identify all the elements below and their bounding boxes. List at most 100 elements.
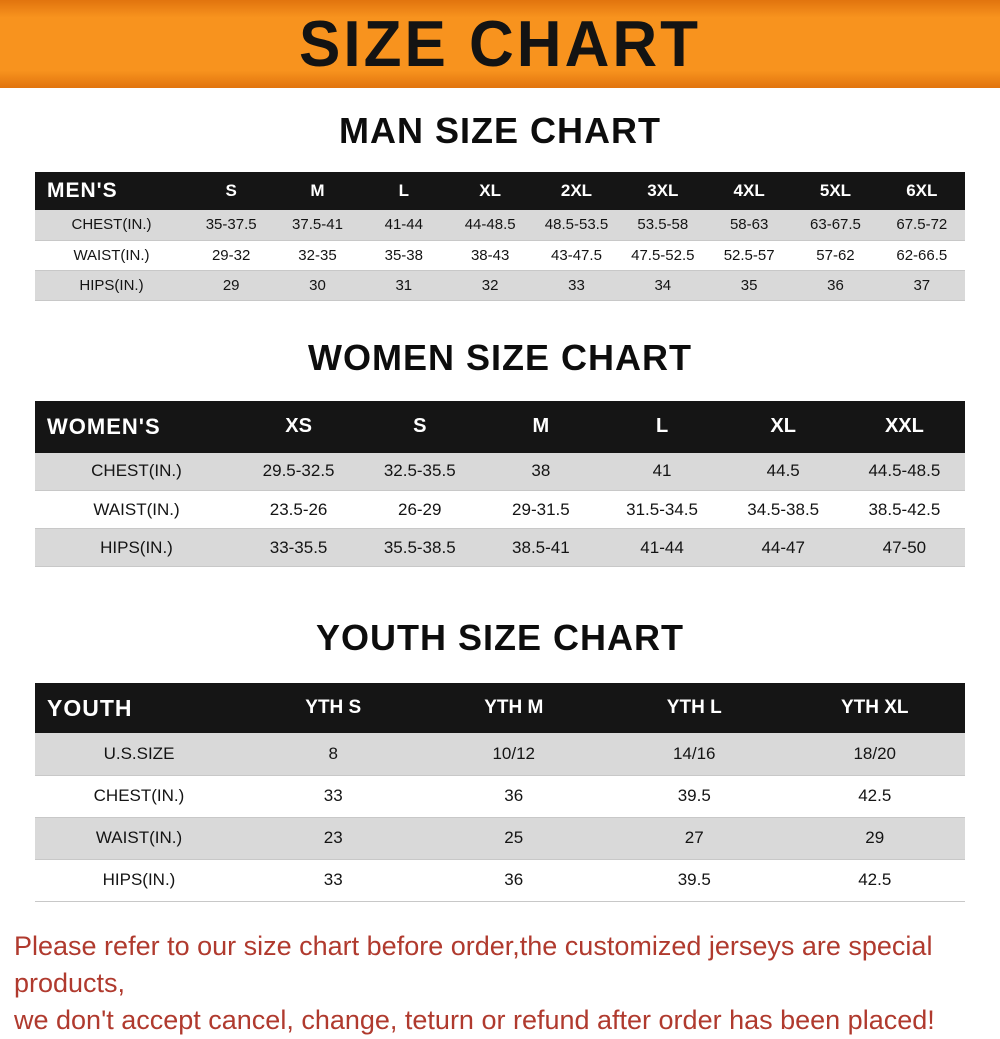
size-header-cell: XL bbox=[770, 415, 796, 437]
row-label-cell: HIPS(IN.) bbox=[35, 270, 188, 301]
value-cell: 48.5-53.5 bbox=[533, 210, 620, 241]
size-header-cell: S bbox=[413, 415, 427, 437]
value-cell: 33 bbox=[243, 775, 424, 818]
value-cell: 25 bbox=[423, 817, 604, 860]
value-cell: 29-32 bbox=[188, 240, 275, 271]
value-cell: 10/12 bbox=[423, 733, 604, 776]
table-row: U.S.SIZE 8 10/12 14/16 18/20 bbox=[35, 733, 965, 776]
value-cell: 52.5-57 bbox=[705, 240, 793, 271]
mens-size-table: MEN'S S M L XL 2XL 3XL 4XL 5XL 6XL CHEST(IN.) 35-37… bbox=[35, 172, 965, 301]
value-cell: 33-35.5 bbox=[238, 528, 360, 567]
size-header-cell: XL bbox=[479, 181, 502, 200]
youth-size-chart-heading: YOUTH SIZE CHART bbox=[315, 617, 684, 658]
value-cell: 29-31.5 bbox=[480, 490, 602, 529]
value-cell: 8 bbox=[243, 733, 424, 776]
table-row: HIPS(IN.) 33-35.5 35.5-38.5 38.5-41 41-44 44-… bbox=[35, 528, 965, 567]
value-cell: 14/16 bbox=[604, 733, 785, 776]
size-header-cell: L bbox=[655, 415, 669, 437]
size-header-cell: 3XL bbox=[647, 181, 679, 200]
table-header-row: MEN'S S M L XL 2XL 3XL 4XL 5XL 6XL bbox=[35, 172, 965, 210]
value-cell: 43-47.5 bbox=[533, 240, 620, 271]
row-label-cell: WAIST(IN.) bbox=[35, 817, 243, 860]
man-size-chart-section: MAN SIZE CHART MEN'S S M L XL 2XL 3XL 4XL 5XL 6XL… bbox=[0, 110, 1000, 301]
value-cell: 29 bbox=[784, 817, 965, 860]
value-cell: 39.5 bbox=[604, 775, 785, 818]
size-header-cell: 5XL bbox=[819, 181, 852, 200]
disclaimer: Please refer to our size chart before or… bbox=[0, 928, 1000, 1039]
size-header-cell: 4XL bbox=[733, 181, 765, 200]
row-label-cell: HIPS(IN.) bbox=[35, 859, 243, 902]
value-cell: 26-29 bbox=[359, 490, 481, 529]
size-header-cell: L bbox=[398, 181, 410, 200]
value-cell: 53.5-58 bbox=[619, 210, 706, 241]
value-cell: 37.5-41 bbox=[274, 210, 361, 241]
value-cell: 35 bbox=[705, 270, 793, 301]
youth-size-table: YOUTH YTH S YTH M YTH L YTH XL U.S.SIZE 8 10/12… bbox=[35, 683, 965, 902]
size-header-cell: M bbox=[310, 181, 325, 200]
value-cell: 23.5-26 bbox=[238, 490, 360, 529]
row-label-cell: HIPS(IN.) bbox=[35, 528, 238, 567]
youth-size-chart-section: YOUTH SIZE CHART YOUTH YTH S YTH M YTH L YTH… bbox=[0, 617, 1000, 902]
value-cell: 42.5 bbox=[784, 775, 965, 818]
value-cell: 34 bbox=[619, 270, 706, 301]
value-cell: 33 bbox=[243, 859, 424, 902]
row-label-cell: WAIST(IN.) bbox=[35, 240, 188, 271]
value-cell: 30 bbox=[274, 270, 361, 301]
table-row: HIPS(IN.) 33 36 39.5 42.5 bbox=[35, 859, 965, 902]
value-cell: 57-62 bbox=[792, 240, 879, 271]
table-row: CHEST(IN.) 33 36 39.5 42.5 bbox=[35, 775, 965, 818]
value-cell: 37 bbox=[878, 270, 965, 301]
table-title-cell: YOUTH bbox=[47, 694, 133, 721]
size-header-cell: XXL bbox=[884, 415, 924, 437]
value-cell: 62-66.5 bbox=[878, 240, 965, 271]
table-title-cell: MEN'S bbox=[47, 179, 118, 202]
value-cell: 29.5-32.5 bbox=[238, 452, 360, 491]
value-cell: 35-37.5 bbox=[188, 210, 275, 241]
value-cell: 44.5-48.5 bbox=[843, 452, 965, 491]
value-cell: 34.5-38.5 bbox=[722, 490, 844, 529]
value-cell: 36 bbox=[792, 270, 879, 301]
value-cell: 47.5-52.5 bbox=[619, 240, 706, 271]
value-cell: 35.5-38.5 bbox=[359, 528, 481, 567]
women-size-chart-heading: WOMEN SIZE CHART bbox=[308, 336, 692, 378]
value-cell: 47-50 bbox=[843, 528, 965, 567]
value-cell: 32-35 bbox=[274, 240, 361, 271]
value-cell: 18/20 bbox=[784, 733, 965, 776]
size-header-cell: M bbox=[532, 415, 550, 437]
table-header-row: WOMEN'S XS S M L XL XXL bbox=[35, 400, 965, 453]
row-label-cell: CHEST(IN.) bbox=[35, 210, 188, 241]
man-size-chart-heading: MAN SIZE CHART bbox=[339, 110, 661, 151]
value-cell: 31.5-34.5 bbox=[601, 490, 723, 529]
table-row: WAIST(IN.) 23 25 27 29 bbox=[35, 817, 965, 860]
table-row: CHEST(IN.) 29.5-32.5 32.5-35.5 38 41 44.5 44.5… bbox=[35, 452, 965, 491]
value-cell: 32 bbox=[446, 270, 534, 301]
value-cell: 38.5-41 bbox=[480, 528, 602, 567]
value-cell: 67.5-72 bbox=[878, 210, 965, 241]
value-cell: 27 bbox=[604, 817, 785, 860]
size-header-cell: YTH L bbox=[666, 697, 722, 718]
size-chart-title: SIZE CHART bbox=[299, 8, 701, 80]
value-cell: 63-67.5 bbox=[792, 210, 879, 241]
value-cell: 41-44 bbox=[360, 210, 447, 241]
value-cell: 38.5-42.5 bbox=[843, 490, 965, 529]
table-title-cell: WOMEN'S bbox=[47, 413, 161, 439]
table-row: WAIST(IN.) 23.5-26 26-29 29-31.5 31.5-34.5 34… bbox=[35, 490, 965, 529]
value-cell: 36 bbox=[423, 775, 604, 818]
disclaimer-line-2: we don't accept cancel, change, teturn o… bbox=[14, 1004, 935, 1035]
disclaimer-line-1: Please refer to our size chart before or… bbox=[14, 930, 933, 998]
value-cell: 31 bbox=[360, 270, 447, 301]
value-cell: 44-48.5 bbox=[446, 210, 534, 241]
value-cell: 58-63 bbox=[705, 210, 793, 241]
size-header-cell: 6XL bbox=[906, 181, 938, 200]
value-cell: 41-44 bbox=[601, 528, 723, 567]
value-cell: 35-38 bbox=[360, 240, 447, 271]
value-cell: 41 bbox=[601, 452, 723, 491]
value-cell: 23 bbox=[243, 817, 424, 860]
value-cell: 38 bbox=[480, 452, 602, 491]
size-header-cell: S bbox=[225, 181, 237, 200]
size-header-cell: YTH XL bbox=[840, 697, 909, 718]
value-cell: 32.5-35.5 bbox=[359, 452, 481, 491]
table-row: WAIST(IN.) 29-32 32-35 35-38 38-43 43-47.5 47.… bbox=[35, 240, 965, 271]
value-cell: 44.5 bbox=[722, 452, 844, 491]
value-cell: 29 bbox=[188, 270, 275, 301]
